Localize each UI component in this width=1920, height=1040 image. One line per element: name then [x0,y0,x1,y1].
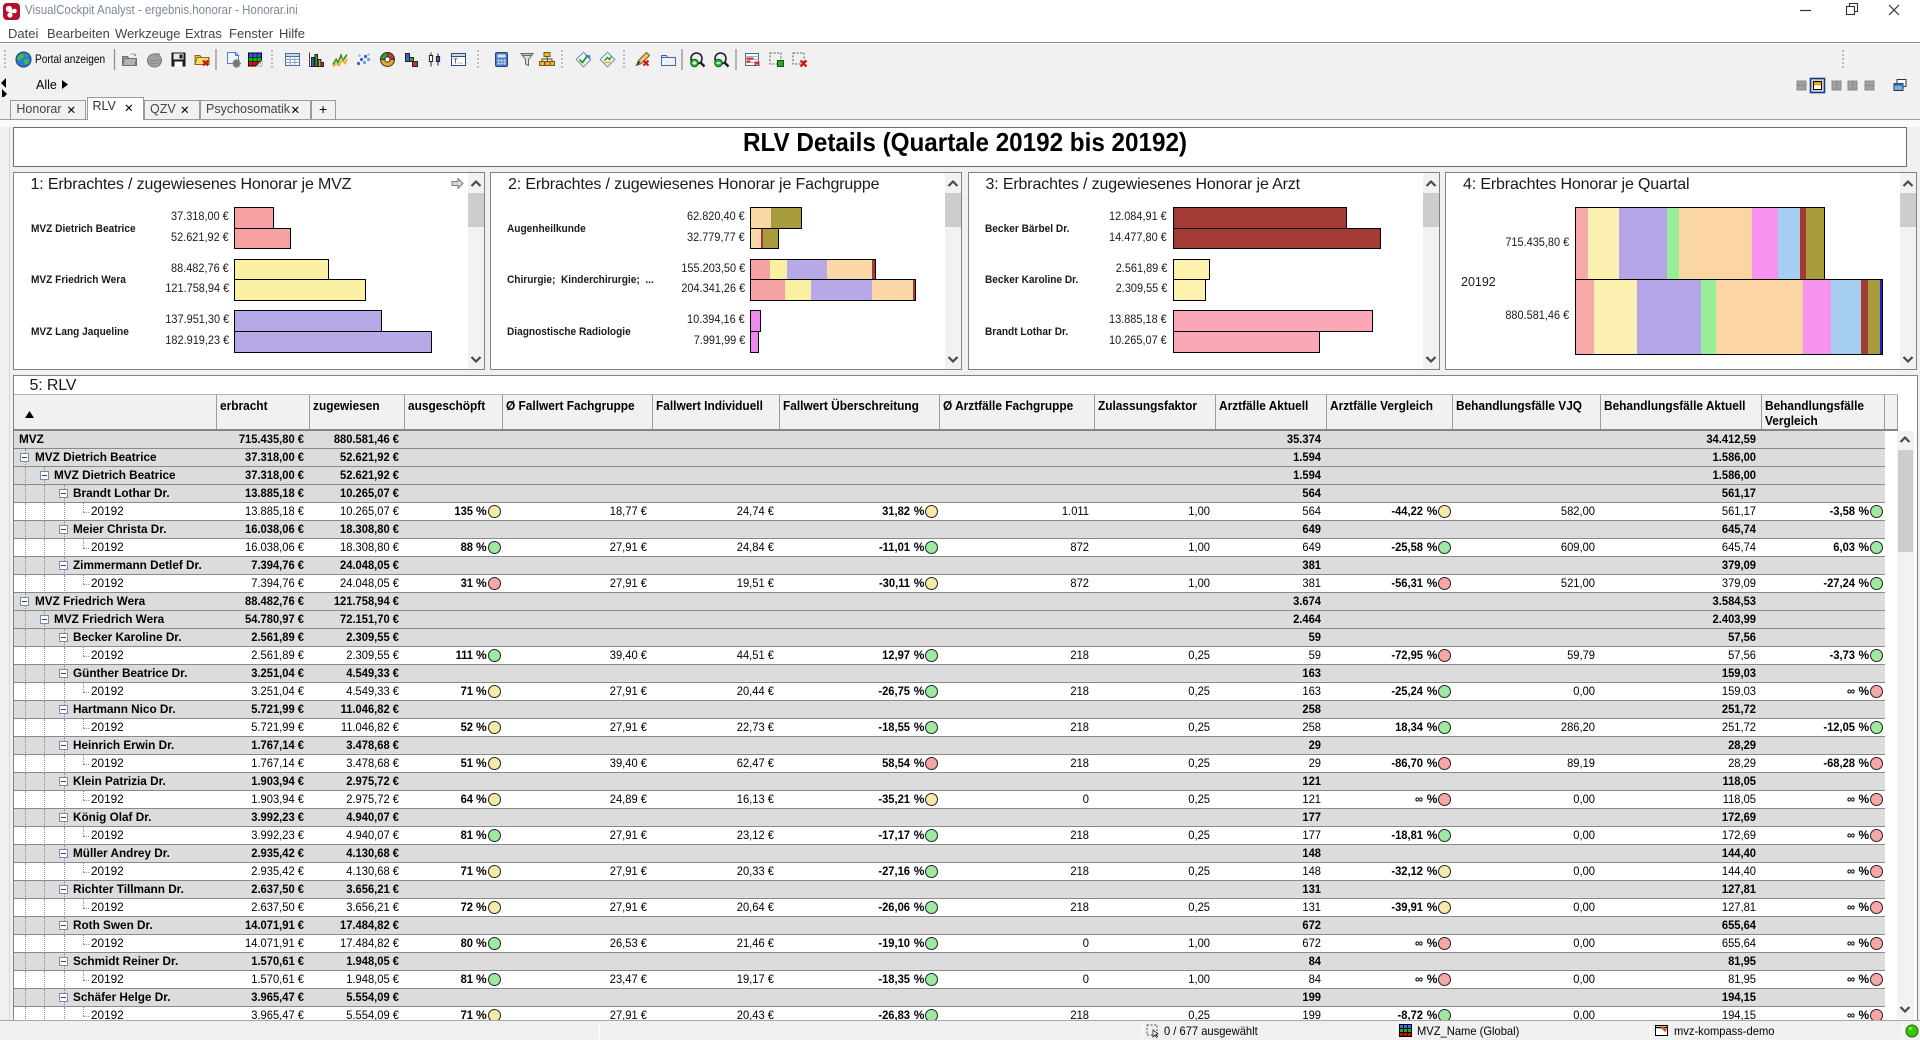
svg-text:T...: T... [454,59,463,66]
